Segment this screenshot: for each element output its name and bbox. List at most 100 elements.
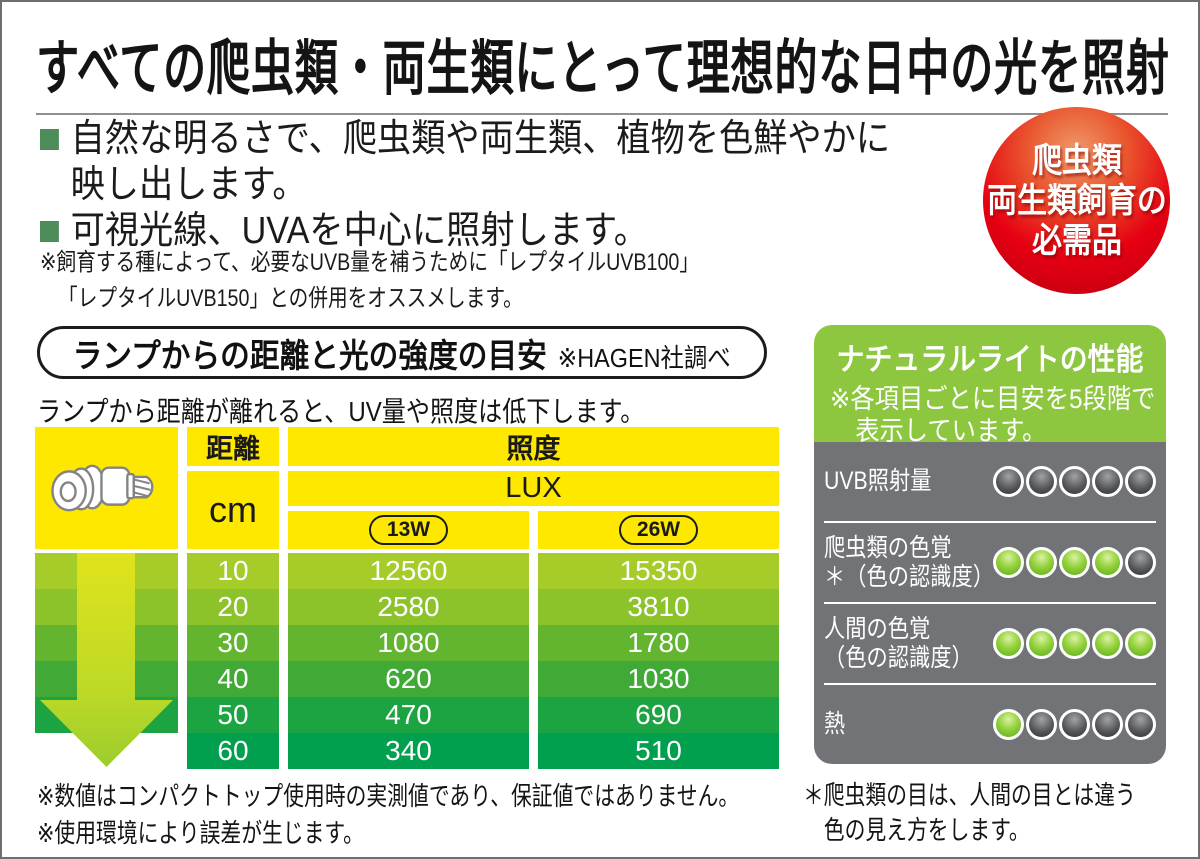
- distance-cell: 20: [187, 589, 279, 625]
- badge-line: 爬虫類: [1031, 141, 1122, 180]
- badge-line: 必需品: [1031, 221, 1122, 260]
- distance-header: 距離: [187, 427, 279, 466]
- essential-badge: 爬虫類 両生類飼育の 必需品: [983, 107, 1170, 294]
- lux-13w-column: 12560 2580 1080 620 470 340: [288, 553, 529, 769]
- rating-dot-empty: [1092, 709, 1123, 740]
- lux-13w-cell: 340: [288, 733, 529, 769]
- footnote-line: ※数値はコンパクトトップ使用時の実測値であり、保証値ではありません。: [37, 781, 740, 811]
- table-footnotes: ※数値はコンパクトトップ使用時の実測値であり、保証値ではありません。 ※使用環境…: [37, 778, 739, 852]
- performance-note-line: ※各項目ごとに目安を5段階で: [830, 384, 1156, 414]
- rating-dot-empty: [1092, 466, 1123, 497]
- watt-26-label: 26W: [618, 515, 699, 545]
- lux-26w-column: 15350 3810 1780 1030 690 510: [538, 553, 779, 769]
- lux-26w-cell: 690: [538, 697, 779, 733]
- lux-26w-cell: 510: [538, 733, 779, 769]
- lux-26w-cell: 1030: [538, 661, 779, 697]
- performance-row: 熱: [824, 685, 1156, 764]
- note-line: 「レプタイルUVB150」との併用をオススメします。: [58, 285, 523, 312]
- rating-dot-empty: [1125, 547, 1156, 578]
- rating-dot-filled: [993, 628, 1024, 659]
- illuminance-table: 距離 照度 cm LUX 13W 26W 10 20 30 40 50 60: [35, 427, 780, 769]
- lux-13w-cell: 2580: [288, 589, 529, 625]
- footnote-line: ※使用環境により誤差が生じます。: [37, 818, 364, 848]
- section-subtitle: ランプから距離が離れると、UV量や照度は低下します。: [37, 396, 645, 427]
- bullet-line: 可視光線、UVAを中心に照射します。: [70, 210, 648, 252]
- lux-26w-cell: 15350: [538, 553, 779, 589]
- performance-row: 人間の色覚 （色の認識度）: [824, 604, 1156, 685]
- distance-cell: 40: [187, 661, 279, 697]
- rating-dot-empty: [1026, 466, 1057, 497]
- watt-13-label: 13W: [368, 515, 449, 545]
- rating-dot-filled: [993, 547, 1024, 578]
- section-header: ランプからの距離と光の強度の目安 ※HAGEN社調べ: [37, 326, 767, 379]
- rating-dot-filled: [1092, 547, 1123, 578]
- badge-line: 両生類飼育の: [986, 181, 1167, 220]
- lux-13w-cell: 470: [288, 697, 529, 733]
- rating-dot-empty: [1059, 709, 1090, 740]
- rating-dot-empty: [1059, 466, 1090, 497]
- lux-13w-cell: 12560: [288, 553, 529, 589]
- rating-dot-empty: [1026, 709, 1057, 740]
- performance-label: 熱: [824, 710, 846, 738]
- rating-dot-filled: [1059, 628, 1090, 659]
- feature-bullet: 自然な明るさで、爬虫類や両生類、植物を色鮮やかに 映し出します。: [40, 116, 922, 208]
- performance-header: ナチュラルライトの性能 ※各項目ごとに目安を5段階で 表示しています。: [814, 325, 1166, 446]
- section-title: ランプからの距離と光の強度の目安: [72, 336, 548, 374]
- rating-dot-filled: [1026, 628, 1057, 659]
- lux-26w-cell: 1780: [538, 625, 779, 661]
- watt-13-cell: 13W: [288, 511, 529, 549]
- lux-label: LUX: [288, 471, 779, 506]
- illuminance-header: 照度: [288, 427, 779, 466]
- uvb-pairing-note: ※飼育する種によって、必要なUVB量を補うために「レプタイルUVB100」 「レ…: [40, 245, 699, 317]
- rating-dot-empty: [1125, 709, 1156, 740]
- lamp-cell: [35, 427, 178, 549]
- performance-row: UVB照射量: [824, 442, 1156, 523]
- section-source: ※HAGEN社調べ: [558, 342, 732, 373]
- cfl-lamp-icon: [50, 464, 153, 512]
- performance-row: 爬虫類の色覚 ＊（色の認識度）: [824, 523, 1156, 604]
- rating-dot-filled: [993, 709, 1024, 740]
- feature-bullets: 自然な明るさで、爬虫類や両生類、植物を色鮮やかに 映し出します。 可視光線、UV…: [40, 116, 922, 254]
- rating-dots: [993, 466, 1156, 497]
- rating-dots: [993, 547, 1156, 578]
- rating-dots: [993, 628, 1156, 659]
- performance-title: ナチュラルライトの性能: [836, 342, 1144, 377]
- distance-cell: 30: [187, 625, 279, 661]
- footnote-line: ＊爬虫類の目は、人間の目とは違う: [803, 780, 1136, 810]
- rating-dots: [993, 709, 1156, 740]
- rating-dot-filled: [1125, 628, 1156, 659]
- distance-gradient-column: [35, 553, 178, 769]
- reptile-eye-footnote: ＊爬虫類の目は、人間の目とは違う 色の見え方をします。: [803, 778, 1136, 848]
- bullet-square-icon: [40, 221, 59, 242]
- page-title: すべての爬虫類・両生類にとって理想的な日中の光を照射: [36, 35, 1170, 102]
- distance-column: 10 20 30 40 50 60: [187, 553, 279, 769]
- rating-dot-filled: [1026, 547, 1057, 578]
- distance-cell: 10: [187, 553, 279, 589]
- performance-note: ※各項目ごとに目安を5段階で 表示しています。: [830, 383, 1156, 447]
- rating-dot-filled: [1092, 628, 1123, 659]
- distance-cell: 60: [187, 733, 279, 769]
- lux-13w-cell: 1080: [288, 625, 529, 661]
- bullet-square-icon: [40, 129, 59, 150]
- rating-dot-empty: [993, 466, 1024, 497]
- rating-dot-empty: [1125, 466, 1156, 497]
- title-divider: [36, 113, 1168, 115]
- note-line: ※飼育する種によって、必要なUVB量を補うために「レプタイルUVB100」: [40, 249, 700, 276]
- lux-26w-cell: 3810: [538, 589, 779, 625]
- footnote-line: 色の見え方をします。: [823, 815, 1030, 845]
- watt-26-cell: 26W: [538, 511, 779, 549]
- performance-list: UVB照射量爬虫類の色覚 ＊（色の認識度） 人間の色覚 （色の認識度） 熱: [814, 442, 1166, 764]
- lux-13w-cell: 620: [288, 661, 529, 697]
- performance-note-line: 表示しています。: [855, 416, 1047, 446]
- distance-cell: 50: [187, 697, 279, 733]
- performance-label: UVB照射量: [824, 467, 932, 495]
- performance-label: 人間の色覚 （色の認識度）: [824, 614, 973, 672]
- performance-label: 爬虫類の色覚 ＊（色の認識度）: [824, 533, 995, 591]
- bullet-line: 映し出します。: [70, 164, 307, 206]
- bullet-line: 自然な明るさで、爬虫類や両生類、植物を色鮮やかに: [70, 118, 891, 160]
- decreasing-arrow-icon: [40, 553, 173, 767]
- distance-unit: cm: [187, 471, 279, 549]
- feature-bullet: 可視光線、UVAを中心に照射します。: [40, 208, 922, 254]
- rating-dot-filled: [1059, 547, 1090, 578]
